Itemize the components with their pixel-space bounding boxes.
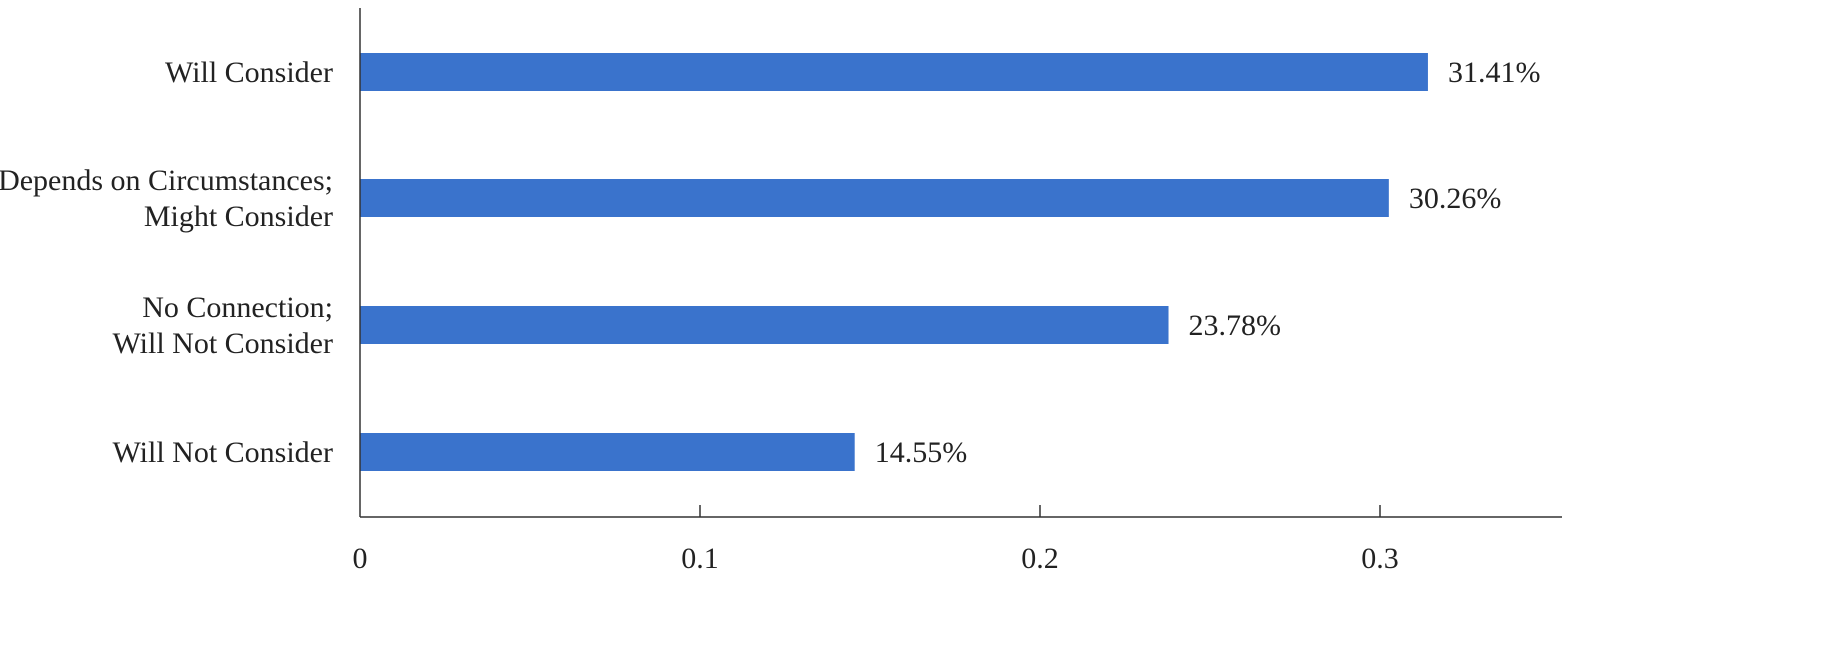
bar-2 <box>360 306 1169 344</box>
category-label-1: Depends on Circumstances; Might Consider <box>0 164 333 233</box>
category-label-line: Might Consider <box>144 200 333 233</box>
x-tick-label-1: 0.1 <box>681 542 719 575</box>
data-labels-group: 31.41% 30.26% 23.78% 14.55% <box>875 56 1541 469</box>
data-label-2: 23.78% <box>1189 309 1282 342</box>
data-label-0: 31.41% <box>1448 56 1541 89</box>
bar-0 <box>360 53 1428 91</box>
bars-group <box>360 53 1428 471</box>
category-labels-group: Will Consider Depends on Circumstances; Mi… <box>0 56 333 469</box>
data-label-3: 14.55% <box>875 436 968 469</box>
bar-1 <box>360 179 1389 217</box>
category-label-line: Will Not Consider <box>113 436 333 469</box>
x-tick-label-2: 0.2 <box>1021 542 1059 575</box>
category-label-line: Will Not Consider <box>113 327 333 360</box>
category-label-0: Will Consider <box>165 56 333 89</box>
category-label-3: Will Not Consider <box>113 436 333 469</box>
x-tick-label-3: 0.3 <box>1361 542 1399 575</box>
x-ticks-group: 0 0.1 0.2 0.3 <box>353 505 1399 575</box>
category-label-line: Will Consider <box>165 56 333 89</box>
bar-3 <box>360 433 855 471</box>
category-label-2: No Connection; Will Not Consider <box>113 291 333 360</box>
category-label-line: Depends on Circumstances; <box>0 164 333 197</box>
data-label-1: 30.26% <box>1409 182 1502 215</box>
category-label-line: No Connection; <box>142 291 333 324</box>
x-tick-label-0: 0 <box>353 542 368 575</box>
